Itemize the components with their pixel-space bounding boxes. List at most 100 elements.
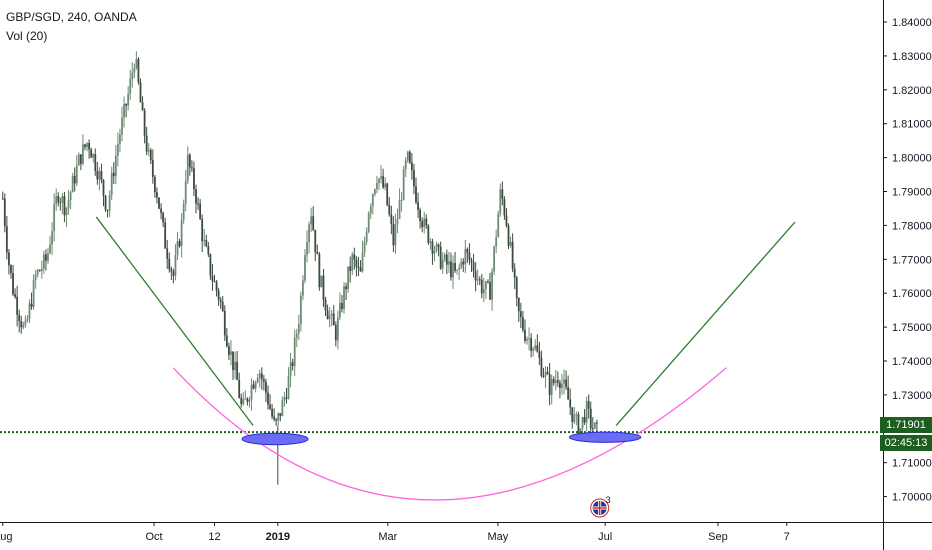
candle-body — [289, 362, 292, 377]
candle-body — [464, 249, 467, 265]
candle-body — [341, 303, 343, 309]
candle-body — [540, 357, 543, 376]
candle-body — [240, 397, 243, 405]
candle-body — [380, 176, 382, 179]
candle-body — [133, 67, 136, 73]
candle-body — [351, 254, 354, 271]
right-trend-line — [615, 221, 796, 426]
y-tick-label: 1.81000 — [892, 119, 932, 131]
candle-body — [441, 259, 444, 269]
candle-body — [219, 299, 222, 302]
candle-body — [328, 315, 331, 320]
candle-body — [392, 223, 395, 246]
candle-body — [474, 271, 477, 281]
candle-body — [10, 265, 12, 273]
candle-body — [320, 275, 323, 288]
candle-body — [548, 374, 551, 395]
candle-body — [57, 196, 60, 203]
candle-body — [121, 117, 123, 135]
candle-body — [378, 178, 380, 183]
candle-body — [285, 397, 288, 399]
y-tick-label: 1.82000 — [892, 85, 932, 97]
candle-body — [281, 400, 284, 417]
candle-body — [585, 400, 588, 423]
candle-body — [493, 246, 496, 272]
candle-body — [160, 208, 162, 213]
candle-body — [569, 399, 572, 408]
candle-body — [221, 301, 224, 311]
candle-body — [291, 362, 294, 366]
candle-body — [16, 296, 19, 315]
candle-body — [487, 281, 489, 283]
countdown-tag: 02:45:13 — [880, 435, 932, 451]
candle-body — [544, 371, 547, 377]
event-count: 3 — [606, 495, 611, 505]
candle-body — [174, 255, 177, 276]
candle-body — [242, 399, 245, 405]
candle-body — [522, 317, 524, 330]
candle-body — [482, 289, 485, 294]
candle-body — [119, 134, 121, 144]
candle-body — [51, 231, 53, 245]
candle-body — [421, 221, 424, 228]
candle-body — [156, 192, 158, 198]
candle-body — [546, 371, 549, 375]
candle-body — [40, 268, 43, 272]
drawings: 3 — [0, 216, 883, 518]
candle-body — [561, 383, 563, 389]
candle-body — [273, 416, 276, 420]
candle-body — [14, 294, 16, 297]
candle-body — [575, 414, 578, 416]
uk-flag-icon[interactable]: 3 — [590, 495, 611, 518]
candle-body — [349, 266, 352, 271]
candle-body — [20, 321, 23, 328]
x-tick-label: Aug — [0, 531, 13, 543]
candle-body — [293, 337, 296, 366]
candle-body — [468, 252, 471, 260]
candle-body — [262, 379, 265, 382]
volume-indicator-label[interactable]: Vol (20) — [6, 29, 48, 43]
x-tick-label: May — [488, 531, 509, 543]
candle-body — [355, 259, 358, 267]
candle-body — [517, 297, 520, 312]
candle-body — [238, 379, 241, 398]
candle-body — [3, 198, 6, 227]
candle-body — [176, 241, 179, 256]
left-bottom-ellipse — [241, 432, 309, 446]
candle-body — [559, 382, 561, 389]
candle-body — [236, 361, 239, 380]
candle-body — [336, 317, 339, 341]
candle-body — [82, 144, 84, 164]
candle-body — [184, 180, 187, 204]
candle-body — [267, 392, 269, 405]
candle-body — [507, 225, 510, 246]
candle-body — [158, 197, 160, 209]
candle-body — [141, 102, 144, 111]
candle-body — [145, 135, 148, 152]
candle-body — [581, 416, 584, 429]
candle-body — [232, 351, 234, 371]
symbol-title[interactable]: GBP/SGD, 240, OANDA — [6, 10, 137, 24]
candle-body — [316, 252, 319, 255]
candle-body — [102, 180, 105, 196]
candle-body — [501, 189, 504, 200]
candle-body — [345, 286, 347, 290]
candle-body — [365, 231, 368, 243]
candle-body — [88, 142, 91, 150]
candle-body — [168, 258, 171, 270]
candle-body — [478, 279, 481, 281]
candle-body — [408, 151, 411, 163]
y-tick-label: 1.78000 — [892, 220, 932, 232]
candle-body — [63, 196, 66, 216]
candle-body — [188, 154, 191, 168]
candle-body — [306, 242, 308, 256]
candle-body — [400, 199, 403, 201]
candle-body — [577, 414, 580, 436]
candle-body — [86, 142, 88, 148]
candle-body — [166, 248, 169, 259]
y-tick-label: 1.71000 — [892, 458, 932, 470]
candle-body — [116, 143, 119, 156]
candle-body — [12, 272, 14, 295]
